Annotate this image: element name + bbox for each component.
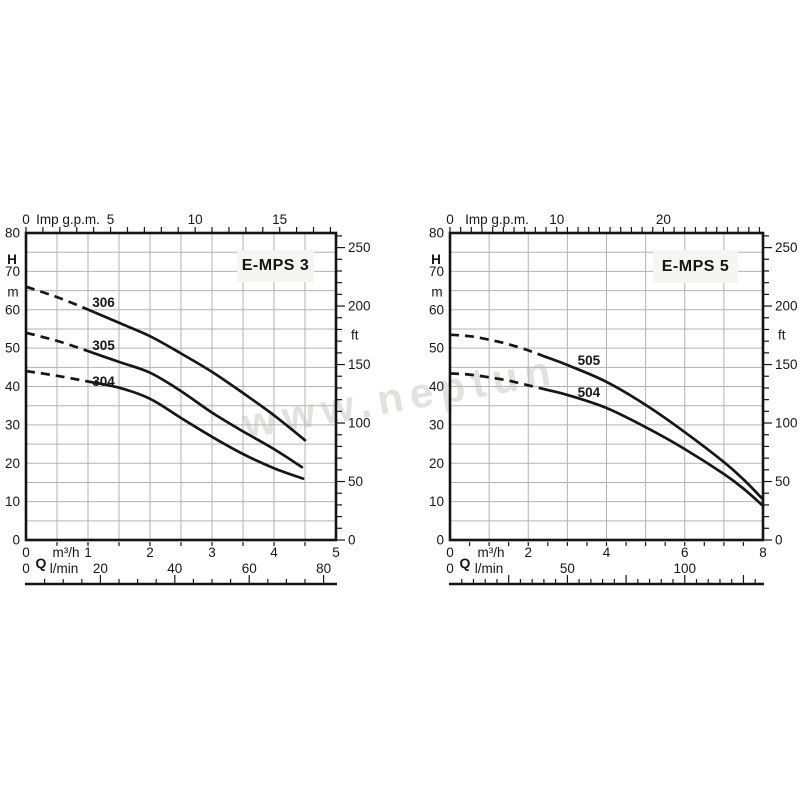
left-axis-tick-label: 0: [12, 533, 20, 548]
right-axis-tick-label: 0: [348, 533, 356, 548]
bottom-axis-tick-label: 5: [332, 545, 340, 560]
curve-label-304: 304: [92, 374, 115, 389]
curve-304-dashed-segment: [25, 369, 89, 383]
flow-q-label: Q: [36, 555, 47, 571]
top-axis-tick-label: 20: [656, 212, 671, 227]
lmin-unit: l/min: [50, 561, 79, 576]
curve-505: [542, 354, 765, 501]
curve-305: [83, 348, 304, 469]
right-axis-tick-label: 150: [775, 357, 798, 372]
curve-label-505: 505: [578, 353, 601, 368]
lmin-tick-label: 60: [242, 561, 257, 576]
bottom-axis-tick-label: 6: [681, 545, 689, 560]
curve-304: [86, 380, 305, 480]
lmin-tick-label: 100: [673, 561, 696, 576]
right-axis-tick-label: 50: [775, 474, 790, 489]
curve-504: [544, 388, 765, 508]
bottom-axis-unit: m³/h: [478, 545, 505, 560]
left-axis-tick-label: 20: [5, 456, 20, 471]
left-axis-tick-label: 70: [429, 264, 444, 279]
bottom-axis-tick-label: 0: [446, 545, 454, 560]
right-axis-tick-label: 0: [775, 533, 783, 548]
right-axis-tick-label: 250: [348, 240, 371, 255]
bottom-axis-tick-label: 2: [146, 545, 154, 560]
top-axis-unit-label: Imp g.p.m.: [36, 212, 100, 227]
left-axis-letter: H: [431, 252, 441, 267]
left-axis-tick-label: 80: [429, 226, 444, 241]
curve-504-dashed-segment: [449, 372, 547, 391]
bottom-axis-tick-label: 0: [22, 545, 30, 560]
bottom-axis-tick-label: 1: [84, 545, 92, 560]
bottom-axis-tick-label: 8: [759, 545, 767, 560]
right-axis-tick-label: 200: [348, 299, 371, 314]
left-axis-tick-label: 50: [5, 341, 20, 356]
right-axis-unit: ft: [351, 327, 359, 342]
lmin-tick-label: 0: [22, 561, 30, 576]
curve-label-306: 306: [92, 295, 115, 310]
left-axis-unit: m: [431, 285, 442, 300]
lmin-tick-label: 80: [316, 561, 331, 576]
top-axis-tick-label: 10: [188, 212, 203, 227]
plot-frame: [24, 231, 338, 542]
right-axis-tick-label: 100: [348, 416, 371, 431]
chart-title-e-mps-3: E-MPS 3: [237, 250, 314, 282]
left-axis-tick-label: 10: [429, 494, 444, 509]
left-axis-tick-label: 80: [5, 226, 20, 241]
bottom-axis-unit: m³/h: [53, 545, 80, 560]
right-axis-tick-label: 100: [775, 416, 798, 431]
left-axis-tick-label: 30: [5, 417, 20, 432]
left-axis-tick-label: 40: [5, 379, 20, 394]
right-axis-tick-label: 250: [775, 240, 798, 255]
lmin-tick-label: 0: [446, 561, 454, 576]
lmin-tick-label: 50: [560, 561, 575, 576]
curve-label-504: 504: [578, 385, 601, 400]
top-axis-tick-label: 0: [446, 212, 454, 227]
top-axis-tick-label: 5: [107, 212, 115, 227]
flow-q-label: Q: [460, 555, 471, 571]
right-axis-tick-label: 150: [348, 357, 371, 372]
left-axis-tick-label: 30: [429, 417, 444, 432]
bottom-axis-tick-label: 4: [270, 545, 278, 560]
left-axis-tick-label: 70: [5, 264, 20, 279]
chart-title-e-mps-5: E-MPS 5: [653, 250, 738, 283]
plot-frame: [448, 231, 765, 542]
lmin-unit: l/min: [475, 561, 504, 576]
bottom-axis-tick-label: 2: [524, 545, 532, 560]
curve-505-dashed-segment: [449, 333, 545, 358]
top-axis-tick-label: 10: [549, 212, 564, 227]
left-axis-letter: H: [7, 252, 17, 267]
left-axis-tick-label: 60: [429, 302, 444, 317]
curve-label-305: 305: [92, 338, 115, 353]
curve-306: [83, 306, 307, 442]
lmin-tick-label: 20: [93, 561, 108, 576]
left-axis-tick-label: 50: [429, 341, 444, 356]
curve-305-dashed-segment: [25, 331, 86, 352]
bottom-axis-tick-label: 3: [208, 545, 216, 560]
left-axis-tick-label: 40: [429, 379, 444, 394]
left-axis-unit: m: [7, 285, 18, 300]
lmin-tick-label: 40: [167, 561, 182, 576]
right-axis-unit: ft: [778, 327, 786, 342]
right-axis-tick-label: 200: [775, 299, 798, 314]
right-axis-tick-label: 50: [348, 474, 363, 489]
curve-306-dashed-segment: [25, 285, 86, 310]
bottom-axis-tick-label: 4: [603, 545, 611, 560]
left-axis-tick-label: 60: [5, 302, 20, 317]
top-axis-tick-label: 15: [272, 212, 287, 227]
top-axis-unit-label: Imp g.p.m.: [465, 212, 529, 227]
left-axis-tick-label: 10: [5, 494, 20, 509]
left-axis-tick-label: 20: [429, 456, 444, 471]
left-axis-tick-label: 0: [436, 533, 444, 548]
top-axis-tick-label: 0: [22, 212, 30, 227]
